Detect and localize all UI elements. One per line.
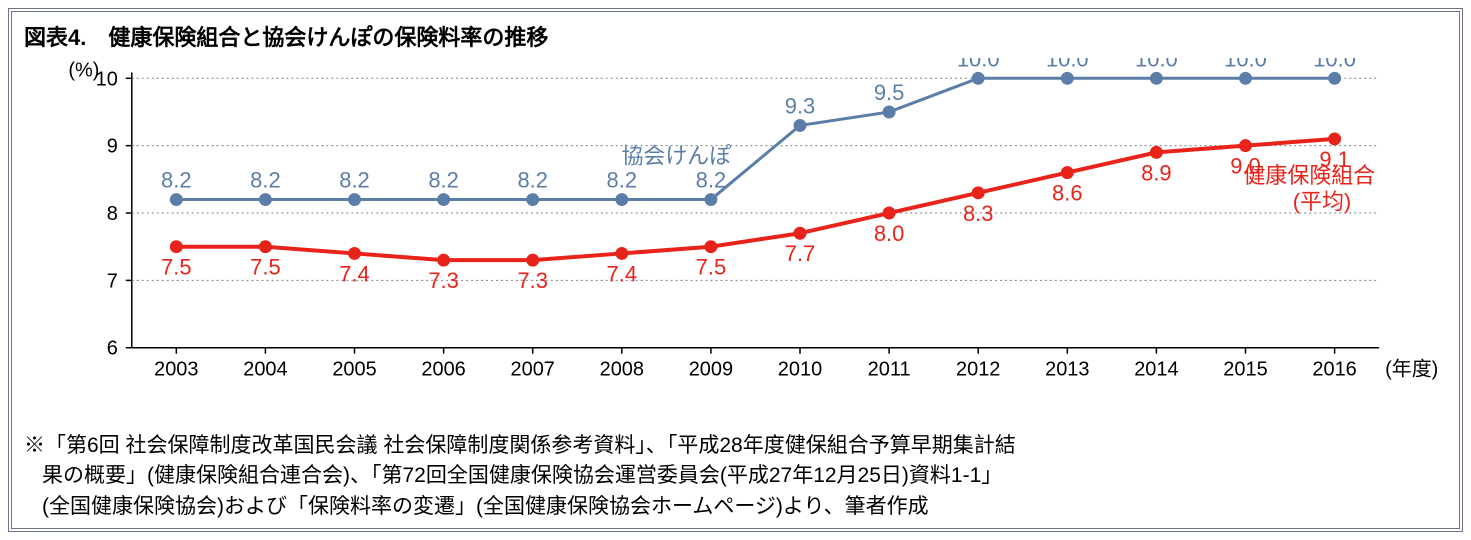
- data-label: 8.3: [963, 201, 994, 226]
- x-tick-label: 2016: [1312, 359, 1356, 381]
- data-label: 9.5: [874, 80, 905, 105]
- y-tick-label: 8: [107, 203, 118, 225]
- data-point: [1150, 72, 1162, 84]
- y-tick-label: 9: [107, 136, 118, 158]
- data-label: 10.0: [1135, 58, 1178, 71]
- data-point: [438, 194, 450, 206]
- data-point: [1061, 167, 1073, 179]
- data-point: [794, 119, 806, 131]
- data-label: 8.2: [428, 168, 459, 193]
- data-label: 9.3: [785, 93, 816, 118]
- data-label: 8.2: [339, 168, 370, 193]
- note-line: 果の概要」(健康保険組合連合会)、「第72回全国健康保険協会運営委員会(平成27…: [42, 464, 1002, 487]
- data-point: [705, 194, 717, 206]
- x-tick-label: 2010: [778, 359, 822, 381]
- x-tick-label: 2008: [600, 359, 644, 381]
- data-label: 10.0: [957, 58, 1000, 71]
- data-point: [170, 194, 182, 206]
- data-label: 7.5: [250, 255, 281, 280]
- data-label: 7.4: [339, 261, 370, 286]
- data-label: 10.0: [1313, 58, 1356, 71]
- data-label: 8.6: [1052, 181, 1083, 206]
- data-label: 7.3: [517, 268, 548, 293]
- x-tick-label: 2009: [689, 359, 733, 381]
- x-tick-label: 2007: [511, 359, 555, 381]
- data-label: 10.0: [1224, 58, 1267, 71]
- data-point: [170, 241, 182, 253]
- data-label: 7.7: [785, 241, 816, 266]
- data-point: [616, 247, 628, 259]
- chart-frame: 図表4. 健康保険組合と協会けんぽの保険料率の推移 (%)67891020032…: [8, 8, 1463, 532]
- data-point: [1240, 72, 1252, 84]
- x-tick-label: 2003: [154, 359, 198, 381]
- data-point: [705, 241, 717, 253]
- x-tick-label: 2004: [243, 359, 287, 381]
- x-tick-label: 2011: [868, 359, 911, 381]
- x-tick-label: 2013: [1045, 359, 1089, 381]
- y-tick-label: 7: [107, 270, 118, 292]
- data-label: 8.2: [696, 168, 727, 193]
- data-label: 7.5: [161, 255, 191, 280]
- y-tick-label: 10: [96, 68, 118, 90]
- data-label: 8.9: [1141, 160, 1172, 185]
- data-point: [1240, 140, 1252, 152]
- chart-title: 図表4. 健康保険組合と協会けんぽの保険料率の推移: [22, 18, 1449, 58]
- data-point: [259, 194, 271, 206]
- data-label: 10.0: [1046, 58, 1089, 71]
- line-chart: (%)6789102003200420052006200720082009201…: [22, 58, 1449, 388]
- chart-area: (%)6789102003200420052006200720082009201…: [22, 58, 1449, 427]
- x-tick-label: 2006: [421, 359, 465, 381]
- data-label: 7.4: [607, 261, 638, 286]
- series-label-kyokai: 協会けんぽ: [621, 144, 731, 169]
- data-label: 8.2: [607, 168, 638, 193]
- data-point: [972, 72, 984, 84]
- note-line: ※「第6回 社会保障制度改革国民会議 社会保障制度関係参考資料」、「平成28年度…: [24, 434, 1016, 457]
- x-axis-label: (年度): [1385, 358, 1438, 381]
- data-point: [438, 254, 450, 266]
- data-point: [1061, 72, 1073, 84]
- series-label-kumiai-2: (平均): [1293, 189, 1351, 214]
- data-label: 8.2: [161, 168, 191, 193]
- data-point: [794, 227, 806, 239]
- series-label-kumiai-1: 健康保険組合: [1244, 163, 1376, 188]
- data-point: [259, 241, 271, 253]
- note-line: (全国健康保険協会)および「保険料率の変遷」(全国健康保険協会ホームページ)より…: [42, 495, 929, 518]
- data-point: [883, 207, 895, 219]
- data-point: [349, 194, 361, 206]
- data-point: [972, 187, 984, 199]
- data-point: [349, 247, 361, 259]
- data-point: [883, 106, 895, 118]
- data-point: [527, 194, 539, 206]
- data-label: 8.2: [517, 168, 548, 193]
- x-tick-label: 2012: [956, 359, 1000, 381]
- x-tick-label: 2015: [1223, 359, 1267, 381]
- data-point: [527, 254, 539, 266]
- data-label: 7.5: [696, 255, 727, 280]
- x-tick-label: 2014: [1134, 359, 1178, 381]
- data-label: 8.0: [874, 221, 905, 246]
- data-point: [616, 194, 628, 206]
- source-note: ※「第6回 社会保障制度改革国民会議 社会保障制度関係参考資料」、「平成28年度…: [22, 427, 1449, 524]
- data-point: [1329, 72, 1341, 84]
- y-tick-label: 6: [107, 338, 118, 360]
- data-label: 8.2: [250, 168, 281, 193]
- x-tick-label: 2005: [332, 359, 376, 381]
- data-label: 7.3: [428, 268, 459, 293]
- data-point: [1150, 146, 1162, 158]
- data-point: [1329, 133, 1341, 145]
